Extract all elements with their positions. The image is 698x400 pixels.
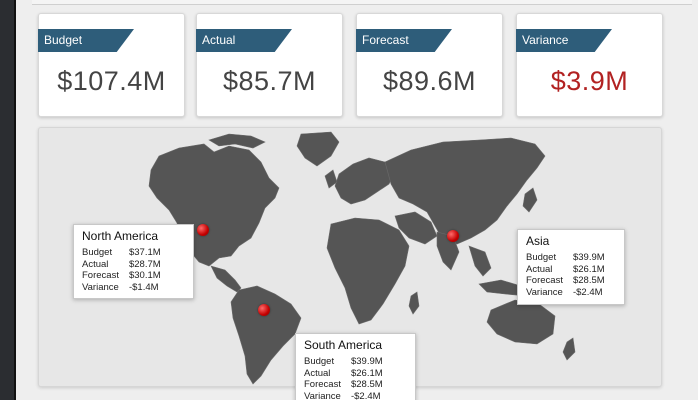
- row-value: $39.9M: [572, 252, 605, 263]
- row-value: $28.5M: [572, 275, 605, 286]
- region-southeast-asia: [468, 245, 492, 277]
- row-label: Forecast: [304, 379, 341, 390]
- tooltip-row: Variance -$1.4M: [82, 282, 161, 294]
- row-label: Forecast: [82, 270, 119, 281]
- region-australia: [486, 299, 556, 345]
- row-value: -$2.4M: [572, 286, 603, 298]
- region-new-zealand: [562, 337, 576, 361]
- world-map-panel: North America Budget $37.1M Actual $28.7M …: [38, 127, 662, 400]
- region-central-america: [210, 265, 242, 293]
- row-label: Variance: [304, 390, 341, 400]
- tooltip-row: Actual $28.7M: [82, 259, 161, 271]
- tooltip-table: Budget $39.9M Actual $26.1M Forecast $28.5M…: [526, 252, 605, 298]
- tooltip-row: Variance -$2.4M: [304, 391, 383, 400]
- row-value: $30.1M: [128, 270, 161, 281]
- row-label: Actual: [304, 367, 331, 379]
- row-value: $39.9M: [350, 356, 383, 367]
- tooltip-title: Asia: [526, 234, 550, 248]
- kpi-card-forecast[interactable]: Forecast $89.6M: [356, 13, 503, 117]
- kpi-card-actual[interactable]: Actual $85.7M: [196, 13, 343, 117]
- row-value: $37.1M: [128, 247, 161, 258]
- row-label: Budget: [82, 247, 113, 258]
- region-europe: [334, 157, 396, 205]
- tooltip-table: Budget $39.9M Actual $26.1M Forecast $28.5M…: [304, 356, 383, 400]
- row-value: $26.1M: [350, 367, 383, 379]
- kpi-value-variance: $3.9M: [550, 66, 629, 96]
- tooltip-north-america: North America Budget $37.1M Actual $28.7M …: [73, 224, 194, 299]
- tooltip-row: Actual $26.1M: [526, 264, 605, 276]
- row-value: -$1.4M: [128, 281, 159, 293]
- row-value: -$2.4M: [350, 390, 381, 400]
- region-madagascar: [408, 291, 420, 315]
- row-label: Budget: [526, 252, 557, 263]
- kpi-value-budget: $107.4M: [57, 66, 166, 96]
- region-asia: [384, 137, 546, 245]
- kpi-label-budget: Budget: [38, 29, 134, 52]
- region-japan: [522, 187, 538, 213]
- kpi-card-budget[interactable]: Budget $107.4M: [38, 13, 185, 117]
- tooltip-row: Forecast $30.1M: [82, 270, 161, 282]
- tooltip-row: Forecast $28.5M: [526, 275, 605, 287]
- kpi-card-variance[interactable]: Variance $3.9M: [516, 13, 663, 117]
- tooltip-row: Actual $26.1M: [304, 368, 383, 380]
- region-south-america: [230, 285, 302, 385]
- region-uk: [324, 169, 338, 189]
- tooltip-row: Budget $39.9M: [304, 356, 383, 368]
- tooltip-row: Forecast $28.5M: [304, 379, 383, 391]
- kpi-label-actual: Actual: [196, 29, 292, 52]
- row-value: $28.5M: [350, 379, 383, 390]
- region-middle-east: [394, 211, 438, 245]
- kpi-label-forecast: Forecast: [356, 29, 452, 52]
- kpi-value-forecast: $89.6M: [382, 66, 477, 96]
- row-label: Forecast: [526, 275, 563, 286]
- dashboard-screen: Budget $107.4M Actual $85.7M Forecast $8…: [14, 0, 698, 400]
- kpi-value-actual: $85.7M: [222, 66, 317, 96]
- row-label: Actual: [82, 258, 109, 270]
- tooltip-table: Budget $37.1M Actual $28.7M Forecast $30.1M…: [82, 247, 161, 293]
- marker-asia[interactable]: [447, 230, 459, 242]
- row-value: $26.1M: [572, 263, 605, 275]
- row-label: Variance: [526, 286, 563, 298]
- tooltip-row: Budget $37.1M: [82, 247, 161, 259]
- row-label: Actual: [526, 263, 553, 275]
- tooltip-asia: Asia Budget $39.9M Actual $26.1M Forecast $…: [517, 229, 625, 305]
- row-label: Variance: [82, 281, 119, 293]
- tooltip-title: South America: [304, 338, 383, 352]
- region-canada-islands: [208, 133, 266, 149]
- row-value: $28.7M: [128, 258, 161, 270]
- marker-north-america[interactable]: [197, 224, 209, 236]
- tooltip-row: Variance -$2.4M: [526, 287, 605, 299]
- region-greenland: [296, 131, 340, 167]
- kpi-label-variance: Variance: [516, 29, 612, 52]
- marker-south-america[interactable]: [258, 304, 270, 316]
- tooltip-row: Budget $39.9M: [526, 252, 605, 264]
- tooltip-south-america: South America Budget $39.9M Actual $26.1M …: [295, 333, 416, 400]
- row-label: Budget: [304, 356, 335, 367]
- top-bar: [32, 0, 692, 5]
- region-africa: [326, 217, 410, 325]
- tooltip-title: North America: [82, 229, 159, 243]
